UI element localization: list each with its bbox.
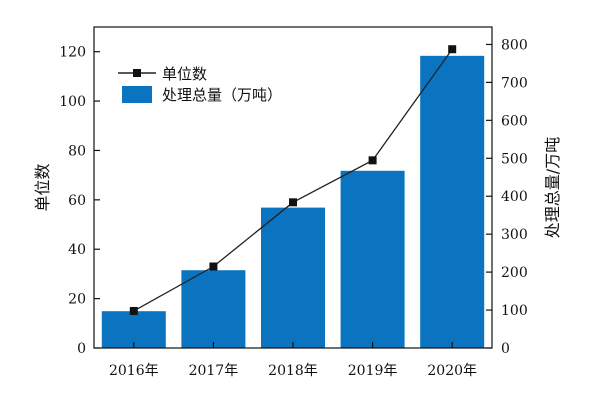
- y-right-tick-label: 500: [501, 151, 528, 167]
- line-point-marker: [448, 45, 457, 54]
- bar: [340, 170, 405, 348]
- legend-bar-swatch: [122, 86, 152, 103]
- y-right-tick-label: 300: [501, 227, 528, 243]
- y-right-tick-label: 800: [501, 37, 528, 53]
- y-left-tick-label: 60: [68, 193, 86, 209]
- bar-series: [101, 55, 485, 348]
- line-point-marker: [289, 198, 297, 207]
- y-right-tick-label: 600: [501, 113, 528, 129]
- y-right-tick-label: 400: [501, 189, 528, 205]
- legend: 单位数 处理总量（万吨）: [118, 65, 282, 104]
- y-right-tick-label: 100: [501, 303, 528, 319]
- x-tick-label: 2018年: [268, 363, 318, 379]
- x-tick-label: 2017年: [189, 363, 239, 379]
- y-left-tick-label: 80: [68, 143, 86, 159]
- y-axis-title-right: 处理总量/万吨: [543, 137, 562, 238]
- legend-marker-swatch: [133, 69, 141, 77]
- y-axis-title-left: 单位数: [33, 163, 52, 211]
- y-right-tick-label: 200: [501, 265, 528, 281]
- y-left-tick-label: 120: [59, 45, 86, 61]
- y-right-tick-label: 700: [501, 75, 528, 91]
- bar: [101, 311, 166, 348]
- y-left-tick-label: 40: [68, 242, 86, 258]
- x-tick-label: 2020年: [427, 363, 477, 379]
- legend-label-line: 单位数: [162, 65, 207, 83]
- y-right-tick-label: 0: [501, 341, 510, 357]
- bar: [420, 55, 485, 348]
- bar: [261, 207, 325, 348]
- line-series: [129, 45, 457, 315]
- y-left-tick-label: 0: [77, 341, 86, 357]
- x-tick-label: 2019年: [348, 363, 398, 379]
- line-point-marker: [209, 262, 218, 271]
- line-point-marker: [368, 156, 377, 165]
- bar: [181, 270, 246, 348]
- axes: 0 20 40 60 80 100 120 0 100 200 300 400 500 600 700 800…: [59, 37, 527, 379]
- legend-label-bar: 处理总量（万吨）: [162, 86, 282, 104]
- line-point-marker: [129, 306, 138, 315]
- y-left-tick-label: 100: [59, 94, 86, 110]
- x-tick-label: 2016年: [109, 363, 159, 379]
- y-left-tick-label: 20: [68, 292, 86, 308]
